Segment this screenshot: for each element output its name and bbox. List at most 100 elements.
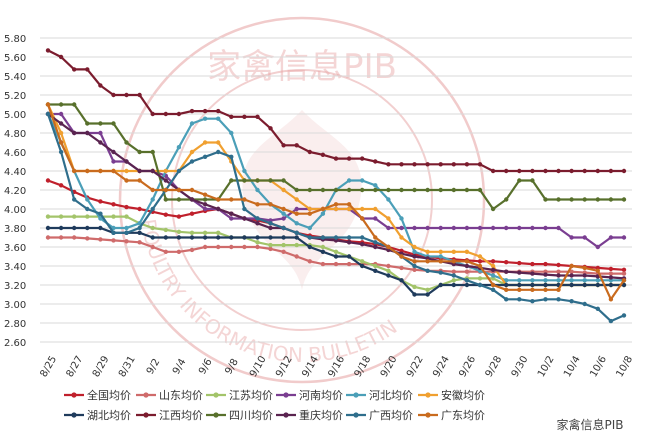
data-point bbox=[229, 244, 234, 250]
data-point bbox=[163, 212, 168, 217]
data-point bbox=[425, 287, 430, 292]
data-point bbox=[72, 67, 77, 72]
data-point bbox=[477, 259, 483, 264]
data-point bbox=[163, 178, 168, 183]
data-point bbox=[569, 273, 574, 278]
x-tick-label: 9/24 bbox=[431, 354, 452, 379]
y-tick-label: 4.60 bbox=[4, 148, 26, 159]
data-point bbox=[412, 162, 417, 167]
y-tick-label: 2.60 bbox=[4, 338, 26, 349]
data-point bbox=[569, 197, 574, 202]
data-point bbox=[58, 140, 64, 145]
data-point bbox=[281, 225, 286, 231]
data-point bbox=[72, 130, 77, 136]
data-point bbox=[98, 121, 103, 126]
data-point bbox=[45, 225, 51, 231]
data-point bbox=[45, 111, 51, 117]
data-point bbox=[530, 225, 535, 231]
data-point bbox=[621, 278, 627, 283]
data-point bbox=[255, 187, 260, 193]
data-point bbox=[464, 278, 470, 283]
data-point bbox=[412, 284, 417, 290]
data-point bbox=[386, 162, 391, 167]
data-point bbox=[412, 225, 417, 231]
data-point bbox=[425, 187, 430, 193]
data-point bbox=[451, 162, 456, 167]
data-point bbox=[504, 282, 509, 288]
data-point bbox=[595, 282, 600, 288]
data-point bbox=[399, 278, 404, 283]
data-point bbox=[85, 67, 90, 72]
data-point bbox=[150, 197, 155, 202]
x-tick-label: 9/28 bbox=[484, 354, 505, 379]
data-point bbox=[608, 266, 614, 272]
data-point bbox=[229, 130, 234, 136]
data-point bbox=[45, 178, 51, 183]
data-point bbox=[504, 260, 509, 265]
data-point bbox=[451, 273, 456, 278]
data-point bbox=[98, 216, 103, 221]
data-point bbox=[373, 235, 378, 240]
data-point bbox=[530, 261, 535, 267]
x-tick-label: 9/8 bbox=[223, 357, 241, 376]
data-point bbox=[176, 229, 182, 234]
data-point bbox=[608, 318, 614, 324]
legend-swatch-marker bbox=[353, 412, 359, 418]
data-point bbox=[137, 168, 142, 174]
data-point bbox=[556, 297, 561, 302]
data-point bbox=[229, 197, 234, 202]
x-tick-label: 9/26 bbox=[457, 354, 478, 379]
data-point bbox=[333, 187, 339, 193]
data-point bbox=[608, 275, 614, 280]
y-tick-label: 4.00 bbox=[4, 205, 26, 216]
data-point bbox=[569, 168, 574, 174]
data-point bbox=[229, 114, 234, 120]
data-point bbox=[412, 292, 417, 297]
data-point bbox=[58, 130, 64, 136]
data-point bbox=[621, 313, 627, 318]
data-point bbox=[438, 259, 443, 264]
data-point bbox=[216, 230, 221, 235]
data-point bbox=[85, 225, 90, 231]
data-point bbox=[608, 235, 614, 240]
data-point bbox=[216, 235, 221, 240]
data-point bbox=[490, 263, 496, 269]
data-point bbox=[477, 225, 483, 231]
series-山东均价 bbox=[45, 235, 627, 276]
data-point bbox=[58, 225, 64, 231]
data-point bbox=[608, 197, 614, 202]
data-point bbox=[373, 187, 378, 193]
data-point bbox=[176, 249, 182, 254]
data-point bbox=[202, 235, 208, 240]
data-point bbox=[425, 292, 430, 297]
legend-swatch-marker bbox=[213, 412, 219, 418]
data-point bbox=[98, 199, 103, 204]
data-point bbox=[45, 48, 51, 53]
data-point bbox=[412, 187, 417, 193]
data-point bbox=[373, 216, 378, 221]
data-point bbox=[255, 178, 260, 183]
data-point bbox=[582, 235, 587, 240]
data-point bbox=[595, 244, 600, 250]
y-tick-label: 5.80 bbox=[4, 34, 26, 45]
data-point bbox=[98, 168, 103, 174]
legend-swatch-marker bbox=[353, 392, 359, 398]
data-point bbox=[98, 225, 103, 231]
data-point bbox=[281, 206, 286, 212]
data-point bbox=[386, 263, 391, 269]
data-point bbox=[216, 149, 221, 155]
legend-label: 广西均价 bbox=[369, 409, 413, 422]
data-point bbox=[320, 249, 326, 254]
data-point bbox=[608, 271, 614, 276]
data-point bbox=[294, 211, 299, 216]
data-point bbox=[504, 168, 509, 174]
data-point bbox=[111, 214, 116, 219]
y-tick-label: 3.60 bbox=[4, 243, 26, 254]
data-point bbox=[163, 187, 168, 193]
data-point bbox=[477, 162, 483, 167]
data-point bbox=[464, 282, 470, 288]
data-point bbox=[111, 121, 116, 126]
data-point bbox=[176, 187, 182, 193]
data-point bbox=[202, 108, 208, 114]
data-point bbox=[569, 282, 574, 288]
